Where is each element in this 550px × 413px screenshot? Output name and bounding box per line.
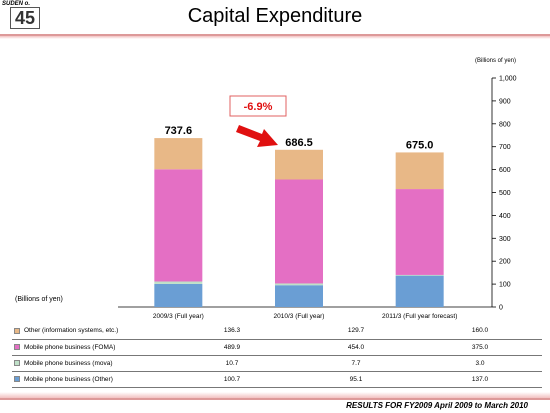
legend-swatch-other-it xyxy=(14,327,20,334)
unit-label-left: (Billions of yen) xyxy=(15,296,63,303)
category-label: 2010/3 (Full year) xyxy=(274,313,325,320)
y-tick-label: 300 xyxy=(499,236,511,243)
bar-segment xyxy=(275,179,323,284)
table-row: Other (information systems, etc.) 136.3 … xyxy=(12,323,542,340)
legend-swatch-mobile-other xyxy=(14,375,20,382)
cell-value: 489.9 xyxy=(170,339,294,356)
cell-value: 454.0 xyxy=(294,339,418,356)
cell-value: 95.1 xyxy=(294,371,418,388)
cell-value: 7.7 xyxy=(294,355,418,372)
bar-segment xyxy=(395,152,444,190)
bar-segment xyxy=(154,283,203,307)
bar-segment xyxy=(395,189,444,275)
page-title: Capital Expenditure xyxy=(187,5,363,27)
legend-swatch-mova xyxy=(14,359,20,366)
bar-segment xyxy=(395,275,444,307)
bar-total-label: 675.0 xyxy=(406,139,434,151)
bar-segment xyxy=(154,138,203,170)
table-row: Mobile phone business (mova) 10.7 7.7 3.… xyxy=(12,355,542,372)
bar-segment xyxy=(395,274,444,276)
table-row: Mobile phone business (FOMA) 489.9 454.0… xyxy=(12,339,542,356)
cell-value: 137.0 xyxy=(418,371,542,388)
cell-value: 3.0 xyxy=(418,355,542,372)
y-tick-label: 900 xyxy=(499,98,511,105)
bar-segment xyxy=(275,283,323,286)
bar-total-label: 737.6 xyxy=(165,125,193,137)
y-tick-label: 400 xyxy=(499,213,511,220)
category-label: 2011/3 (Full year forecast) xyxy=(382,313,457,320)
table-row: Mobile phone business (Other) 100.7 95.1… xyxy=(12,371,542,388)
data-table: Other (information systems, etc.) 136.3 … xyxy=(12,323,542,388)
slide-number-label: SUDEN o. xyxy=(2,1,31,7)
legend-swatch-foma xyxy=(14,343,20,350)
unit-label-top: (Billions of yen) xyxy=(474,58,516,64)
footer-divider xyxy=(0,392,550,400)
cell-value: 10.7 xyxy=(170,355,294,372)
row-label: Mobile phone business (mova) xyxy=(24,359,113,367)
category-label: 2009/3 (Full year) xyxy=(153,313,204,320)
change-label: -6.9% xyxy=(244,101,273,113)
cell-value: 375.0 xyxy=(418,339,542,356)
y-tick-label: 600 xyxy=(499,167,511,174)
y-tick-label: 700 xyxy=(499,144,511,151)
bar-segment xyxy=(275,285,323,307)
row-label: Mobile phone business (Other) xyxy=(24,375,113,383)
y-tick-label: 500 xyxy=(499,190,511,197)
cell-value: 136.3 xyxy=(170,323,294,340)
y-tick-label: 0 xyxy=(499,305,503,312)
bar-total-label: 686.5 xyxy=(285,137,313,149)
bar-segment xyxy=(275,149,323,180)
bar-segment xyxy=(154,169,203,282)
capex-chart: 0 100 200 300 400 500 600 700 800 900 1,000 737.6 20… xyxy=(118,76,517,320)
row-label: Other (information systems, etc.) xyxy=(24,327,119,335)
cell-value: 129.7 xyxy=(294,323,418,340)
cell-value: 160.0 xyxy=(418,323,542,340)
y-tick-label: 100 xyxy=(499,282,511,289)
bar-segment xyxy=(154,281,203,284)
change-box xyxy=(229,95,287,117)
y-tick-label: 200 xyxy=(499,259,511,266)
title-divider xyxy=(0,34,550,39)
footer-text: RESULTS FOR FY2009 April 2009 to March 2… xyxy=(346,401,528,410)
y-tick-label: 1,000 xyxy=(499,76,517,83)
y-tick-label: 800 xyxy=(499,121,511,128)
slide-number: 45 xyxy=(10,7,40,29)
cell-value: 100.7 xyxy=(170,371,294,388)
row-label: Mobile phone business (FOMA) xyxy=(24,343,116,351)
change-arrow-icon xyxy=(236,125,278,147)
